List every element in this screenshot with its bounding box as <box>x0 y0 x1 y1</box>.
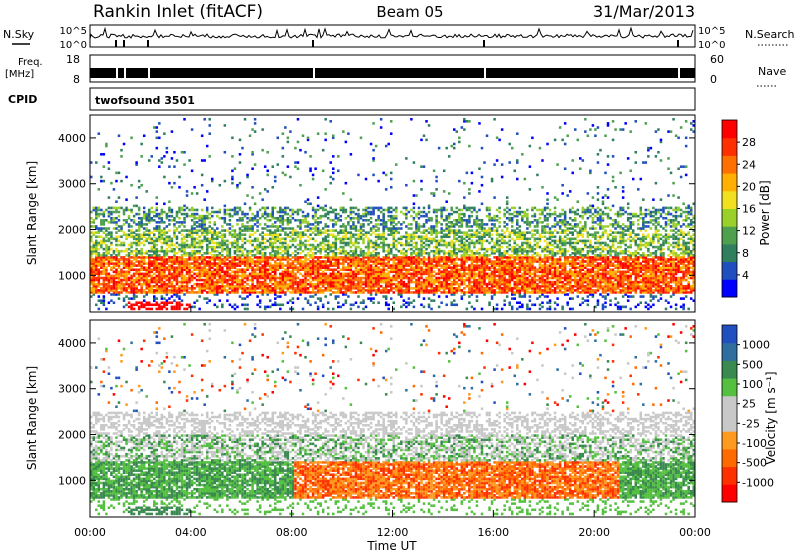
velocity-panel: 4000 3000 2000 1000 Slant Range [km] 1000 50… <box>25 319 778 518</box>
colorbar-swatch <box>722 173 737 192</box>
freq-tick-top: 18 <box>66 53 80 66</box>
colorbar-swatch <box>722 342 737 361</box>
power-panel: 4000 3000 2000 1000 Slant Range [km] 28 24 20… <box>25 114 772 313</box>
colorbar-swatch <box>722 120 737 139</box>
nsearch-tick-bottom: 10^0 <box>698 40 725 51</box>
power-ylabel: Slant Range [km] <box>25 161 39 265</box>
time-tick-label: 08:00 <box>276 526 308 539</box>
date-label: 31/Mar/2013 <box>593 2 695 21</box>
colorbar-swatch <box>722 413 737 432</box>
colorbar-tick-label: 1000 <box>742 339 770 352</box>
colorbar-tick-label: 100 <box>742 378 763 391</box>
y-tick-label: 1000 <box>58 269 86 282</box>
colorbar-swatch <box>722 431 737 450</box>
nsky-tick-bottom: 10^0 <box>60 40 87 51</box>
nave-tick-bottom: 0 <box>710 73 717 86</box>
colorbar-tick-label: 28 <box>742 136 756 149</box>
colorbar-tick-label: 25 <box>742 398 756 411</box>
nsky-label: N.Sky <box>3 28 35 41</box>
power-colorbar: 28 24 20 16 12 8 4 <box>721 119 756 298</box>
colorbar-tick-label: -100 <box>742 437 767 450</box>
colorbar-swatch <box>722 243 737 263</box>
colorbar-swatch <box>722 484 737 503</box>
colorbar-swatch <box>722 226 737 245</box>
velocity-ylabel: Slant Range [km] <box>25 366 39 470</box>
power-colorbar-label: Power [dB] <box>758 180 772 245</box>
time-tick-label: 00:00 <box>679 526 711 539</box>
freq-label: Freq. <box>18 57 43 68</box>
nsky-tick-top: 10^5 <box>60 26 87 37</box>
velocity-colorbar: 1000 500 100 25 -25 -100 -500 -1000 <box>721 324 774 503</box>
time-tick-label: 04:00 <box>175 526 207 539</box>
freq-unit: [MHz] <box>5 69 34 80</box>
colorbar-swatch <box>722 360 737 379</box>
nave-label: Nave <box>758 65 786 78</box>
colorbar-swatch <box>722 190 737 209</box>
y-tick-label: 3000 <box>58 178 86 191</box>
time-tick-label: 16:00 <box>477 526 509 539</box>
time-axis: 00:00 04:00 08:00 12:00 16:00 20:00 00:00 <box>74 306 711 539</box>
nsearch-label: N.Search <box>745 28 795 41</box>
nave-tick-top: 60 <box>710 53 724 66</box>
colorbar-swatch <box>722 466 737 485</box>
y-tick-label: 2000 <box>58 429 86 442</box>
colorbar-tick-label: 16 <box>742 203 756 216</box>
time-tick-label: 12:00 <box>377 526 409 539</box>
colorbar-tick-label: -500 <box>742 457 767 470</box>
colorbar-swatch <box>722 325 737 344</box>
nsky-panel: N.Sky 10^5 10^0 10^5 10^0 N.Search <box>3 24 795 51</box>
time-tick-label: 20:00 <box>578 526 610 539</box>
freq-tick-bottom: 8 <box>73 73 80 86</box>
y-tick-label: 3000 <box>58 383 86 396</box>
cpid-panel: CPID twofsound 3501 <box>8 87 696 111</box>
colorbar-tick-label: -1000 <box>742 476 774 489</box>
colorbar-tick-label: 4 <box>742 269 749 282</box>
colorbar-swatch <box>722 279 737 298</box>
y-tick-label: 4000 <box>58 132 86 145</box>
colorbar-tick-label: 500 <box>742 358 763 371</box>
colorbar-swatch <box>722 208 737 227</box>
time-axis-label: Time UT <box>366 539 417 553</box>
nsearch-tick-top: 10^5 <box>698 26 725 37</box>
y-tick-label: 4000 <box>58 337 86 350</box>
colorbar-swatch <box>722 395 737 414</box>
time-tick-label: 00:00 <box>74 526 106 539</box>
colorbar-tick-label: 12 <box>742 225 756 238</box>
cpid-label: CPID <box>8 93 37 106</box>
velocity-colorbar-label: Velocity [m s⁻¹] <box>764 371 778 464</box>
colorbar-tick-label: 20 <box>742 180 756 193</box>
freq-trace <box>90 68 695 78</box>
colorbar-swatch <box>722 448 737 468</box>
y-tick-label: 1000 <box>58 474 86 487</box>
beam-label: Beam 05 <box>376 3 443 21</box>
cpid-value: twofsound 3501 <box>95 94 195 107</box>
y-tick-label: 2000 <box>58 224 86 237</box>
nsky-trace <box>89 26 694 47</box>
station-title: Rankin Inlet (fitACF) <box>93 2 263 22</box>
colorbar-swatch <box>722 155 737 174</box>
colorbar-tick-label: 8 <box>742 247 749 260</box>
colorbar-tick-label: 24 <box>742 158 756 171</box>
colorbar-swatch <box>722 261 737 280</box>
colorbar-swatch <box>722 137 737 156</box>
freq-panel: Freq. [MHz] 18 8 60 0 Nave <box>5 53 786 87</box>
colorbar-tick-label: -25 <box>742 417 760 430</box>
colorbar-swatch <box>722 378 737 397</box>
